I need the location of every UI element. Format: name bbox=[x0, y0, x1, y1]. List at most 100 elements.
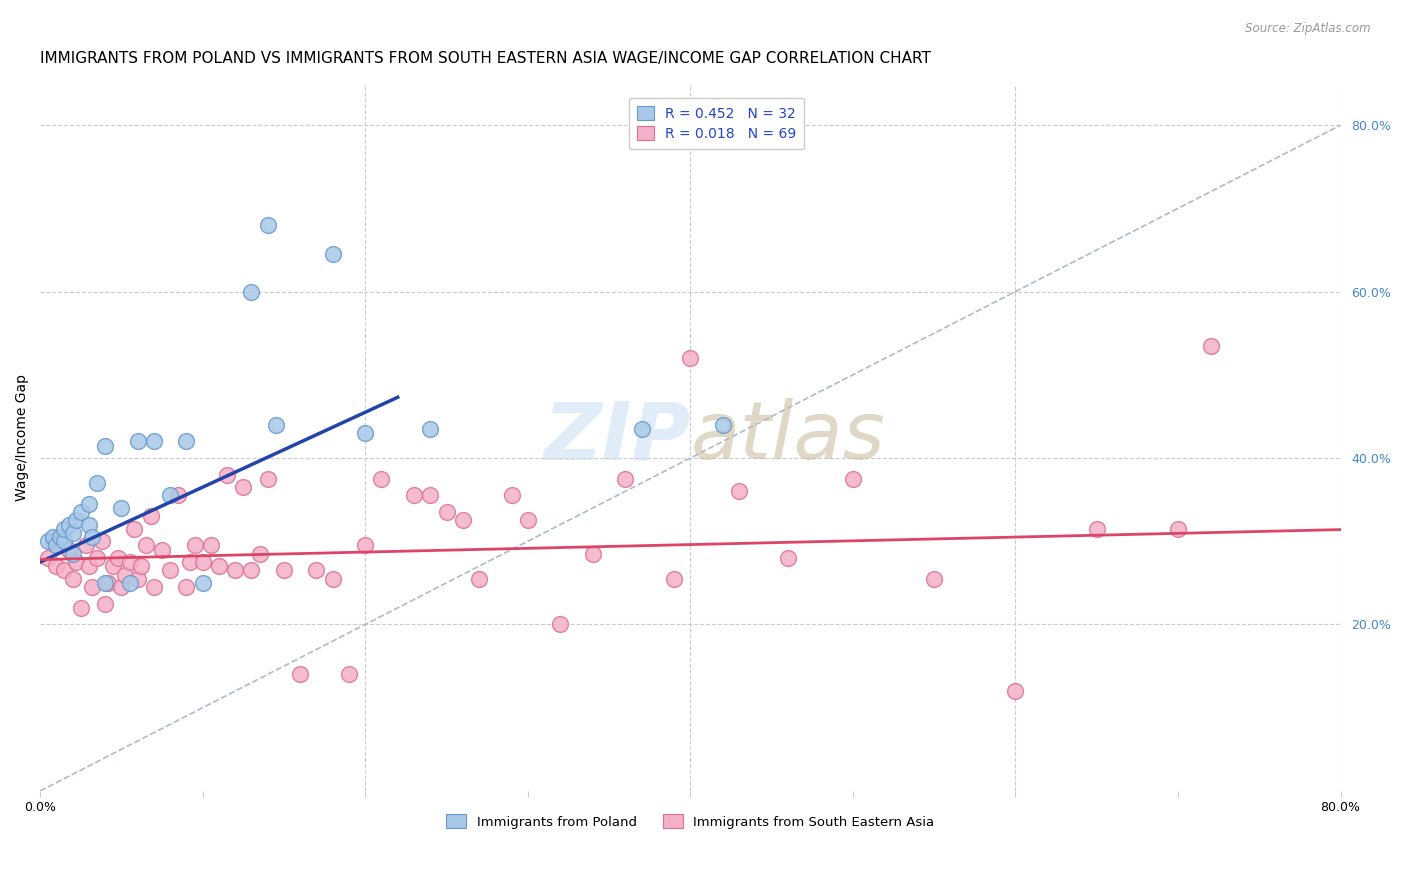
Point bbox=[65, 555, 87, 569]
Point bbox=[65, 513, 87, 527]
Point bbox=[1004, 684, 1026, 698]
Text: Source: ZipAtlas.com: Source: ZipAtlas.com bbox=[1246, 22, 1371, 36]
Point bbox=[110, 580, 132, 594]
Point bbox=[97, 575, 120, 590]
Point bbox=[1167, 522, 1189, 536]
Point bbox=[179, 555, 201, 569]
Point bbox=[53, 563, 76, 577]
Point bbox=[37, 534, 59, 549]
Point bbox=[191, 555, 214, 569]
Point bbox=[118, 575, 141, 590]
Point bbox=[48, 538, 70, 552]
Point bbox=[94, 438, 117, 452]
Point bbox=[62, 525, 84, 540]
Point bbox=[129, 559, 152, 574]
Point bbox=[305, 563, 328, 577]
Point bbox=[135, 538, 157, 552]
Point bbox=[53, 534, 76, 549]
Point bbox=[142, 434, 165, 449]
Point bbox=[922, 572, 945, 586]
Legend: Immigrants from Poland, Immigrants from South Eastern Asia: Immigrants from Poland, Immigrants from … bbox=[441, 809, 939, 834]
Point bbox=[42, 530, 65, 544]
Point bbox=[124, 522, 146, 536]
Point bbox=[256, 218, 278, 232]
Point bbox=[200, 538, 222, 552]
Point bbox=[48, 530, 70, 544]
Point bbox=[45, 559, 67, 574]
Point bbox=[37, 550, 59, 565]
Point bbox=[86, 475, 108, 490]
Point bbox=[208, 559, 231, 574]
Point bbox=[662, 572, 685, 586]
Point bbox=[42, 534, 65, 549]
Point bbox=[1085, 522, 1108, 536]
Point bbox=[501, 488, 523, 502]
Point bbox=[256, 472, 278, 486]
Point bbox=[86, 550, 108, 565]
Point bbox=[62, 572, 84, 586]
Point bbox=[90, 534, 112, 549]
Point bbox=[451, 513, 474, 527]
Point bbox=[176, 434, 198, 449]
Point bbox=[614, 472, 637, 486]
Point bbox=[139, 509, 162, 524]
Point bbox=[232, 480, 254, 494]
Point bbox=[82, 580, 104, 594]
Point bbox=[53, 522, 76, 536]
Point bbox=[69, 505, 91, 519]
Point bbox=[127, 434, 149, 449]
Point bbox=[110, 500, 132, 515]
Point bbox=[337, 667, 360, 681]
Point bbox=[75, 538, 97, 552]
Point bbox=[354, 538, 377, 552]
Point bbox=[249, 547, 271, 561]
Point bbox=[516, 513, 538, 527]
Point bbox=[711, 417, 734, 432]
Point bbox=[1199, 339, 1222, 353]
Point bbox=[127, 572, 149, 586]
Point bbox=[103, 559, 125, 574]
Point bbox=[94, 597, 117, 611]
Point bbox=[582, 547, 605, 561]
Point bbox=[62, 547, 84, 561]
Point bbox=[322, 572, 344, 586]
Point bbox=[419, 488, 441, 502]
Point bbox=[776, 550, 799, 565]
Point bbox=[630, 422, 652, 436]
Point bbox=[842, 472, 865, 486]
Point bbox=[45, 538, 67, 552]
Point bbox=[107, 550, 129, 565]
Text: atlas: atlas bbox=[690, 398, 886, 476]
Text: ZIP: ZIP bbox=[543, 398, 690, 476]
Point bbox=[114, 567, 136, 582]
Point bbox=[159, 488, 181, 502]
Point bbox=[215, 467, 238, 482]
Point bbox=[191, 575, 214, 590]
Point bbox=[77, 559, 100, 574]
Point bbox=[419, 422, 441, 436]
Point bbox=[176, 580, 198, 594]
Point bbox=[77, 497, 100, 511]
Point bbox=[240, 285, 263, 299]
Point bbox=[728, 484, 751, 499]
Point bbox=[150, 542, 173, 557]
Point bbox=[354, 425, 377, 440]
Point bbox=[264, 417, 287, 432]
Point bbox=[322, 247, 344, 261]
Point bbox=[224, 563, 246, 577]
Point bbox=[142, 580, 165, 594]
Point bbox=[273, 563, 295, 577]
Point bbox=[69, 600, 91, 615]
Point bbox=[468, 572, 491, 586]
Point bbox=[167, 488, 190, 502]
Point bbox=[290, 667, 312, 681]
Point bbox=[679, 351, 702, 366]
Point bbox=[58, 517, 80, 532]
Point bbox=[118, 555, 141, 569]
Point bbox=[77, 517, 100, 532]
Point bbox=[159, 563, 181, 577]
Point bbox=[240, 563, 263, 577]
Point bbox=[58, 542, 80, 557]
Point bbox=[436, 505, 458, 519]
Point bbox=[550, 617, 572, 632]
